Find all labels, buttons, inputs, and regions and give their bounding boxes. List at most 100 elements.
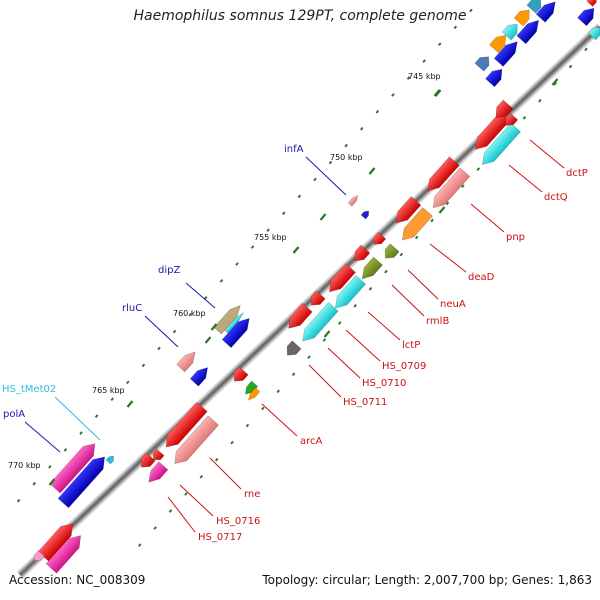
gene-arrow-trna-shape [105, 455, 114, 465]
tick-mark [63, 448, 68, 452]
gene-arrow-red [505, 112, 519, 126]
scale-tick-label: 765 kbp [92, 386, 125, 395]
gene-arrow-small [360, 210, 369, 220]
gene-arrow-red [586, 0, 597, 7]
label-HS_0716-label: HS_0716 [216, 516, 260, 527]
tick-mark [79, 431, 83, 435]
scale-tick-mark [126, 400, 134, 408]
tick-mark [406, 76, 411, 80]
tick-mark [141, 363, 146, 368]
genome-summary-text: Topology: circular; Length: 2,007,700 bp… [262, 573, 592, 587]
gene-arrow-blue-shape [221, 317, 250, 349]
tick-mark [538, 98, 542, 103]
gene-arrow-trna [105, 455, 114, 465]
gene-arrow-red-shape [586, 0, 597, 7]
gene-arrow-neuA [373, 231, 387, 245]
gene-arrow-HS_0710 [288, 302, 313, 329]
gene-arrow-red-shape [395, 196, 422, 224]
gene-arrow-pink-shape [432, 167, 471, 209]
tick-mark [522, 115, 527, 120]
gene-arrow-dipZ-shape [213, 304, 241, 335]
scale-tick-mark [434, 89, 442, 97]
label-neuA-label: neuA [440, 299, 466, 310]
tick-mark [430, 218, 434, 223]
gene-arrow-HS_0709-shape [310, 290, 326, 306]
gene-arrow-orange [489, 34, 507, 54]
gene-arrow-blue [493, 41, 518, 67]
gene-arrow-cyan [501, 23, 518, 41]
scale-tick-label: 770 kbp [8, 461, 41, 470]
tick-mark [94, 414, 99, 418]
label-deaD-label: deaD [468, 272, 495, 283]
label-HS_0709-leader [345, 329, 381, 362]
gene-arrow-rluC [176, 351, 196, 373]
gene-arrow-blue [485, 68, 503, 88]
gene-arrow-infA-shape [347, 194, 359, 207]
tick-mark [469, 8, 473, 13]
tick-mark [375, 109, 380, 114]
backbone-layer [16, 23, 600, 579]
gene-arrow-HS_0717 [148, 461, 169, 483]
tick-mark [328, 160, 333, 165]
label-HS_0711-label: HS_0711 [343, 397, 387, 408]
label-polA-leader [24, 421, 61, 453]
gene-arrow-pink-shape [34, 550, 45, 562]
major-tick-mark [438, 206, 446, 214]
label-dipZ-label: dipZ [158, 265, 180, 276]
gene-arrow-green-shape [244, 380, 259, 395]
gene-arrow-red [354, 244, 371, 262]
tick-mark [153, 526, 157, 530]
gene-arrow-blue [577, 7, 595, 27]
tick-mark [297, 194, 302, 199]
tick-mark [184, 492, 188, 496]
genes-layer [34, 0, 600, 574]
tick-mark [384, 269, 388, 274]
major-tick-mark [323, 330, 331, 338]
gene-arrow-red-shape [505, 112, 519, 126]
label-leaders-layer: infA dipZ rluC polA HS_tMet02 dctP dctQ pnp deaD… [2, 139, 588, 543]
tick-mark [313, 177, 317, 182]
gene-arrow-blue [535, 1, 556, 23]
gene-arrow-dctQ [481, 122, 521, 166]
gene-arrow-pink-shape [174, 415, 219, 465]
gene-arrow-deaD-shape [401, 207, 433, 241]
scale-tick-mark [368, 167, 376, 175]
gene-arrow-steel-shape [474, 56, 490, 72]
tick-mark [568, 64, 573, 69]
gene-arrow-teal-shape [526, 0, 542, 14]
major-tick-mark [551, 78, 559, 86]
gene-arrow-cyan [224, 312, 244, 334]
tick-mark [476, 167, 481, 171]
gene-arrow-blue [189, 367, 209, 387]
label-pnp-label: pnp [506, 232, 525, 243]
gene-arrow-neuA-shape [373, 231, 387, 245]
gene-arrow-blue [516, 19, 540, 45]
gene-arrow-lctP [328, 263, 356, 293]
label-infA-label: infA [284, 144, 304, 155]
gene-arrow-cyan [334, 275, 366, 309]
tick-mark [282, 211, 286, 216]
gene-arrow-dipZ [213, 304, 241, 335]
tick-mark [16, 498, 21, 503]
gene-arrow-blue-shape [516, 19, 540, 45]
label-HS_0709-label: HS_0709 [382, 361, 426, 372]
tick-mark [172, 329, 177, 334]
tick-mark [214, 457, 219, 462]
scale-tick-label: 750 kbp [330, 153, 363, 162]
label-dctQ-leader [508, 164, 543, 193]
tick-mark [391, 93, 395, 97]
gene-arrow-small-shape [360, 210, 369, 220]
gene-arrow-HS_0709 [310, 290, 326, 306]
label-rluC-leader [144, 315, 179, 348]
gene-arrow-blue-shape [535, 1, 556, 23]
gene-arrow-teal [526, 0, 542, 14]
tick-mark [266, 228, 270, 233]
tick-marks-layer [16, 8, 588, 548]
gene-arrow-pink [432, 167, 471, 209]
gene-arrow-red [152, 448, 165, 461]
tick-mark [48, 464, 52, 469]
tick-mark [157, 346, 161, 351]
gene-arrow-pink [174, 415, 219, 465]
gene-arrow-olive-shape [361, 256, 383, 280]
